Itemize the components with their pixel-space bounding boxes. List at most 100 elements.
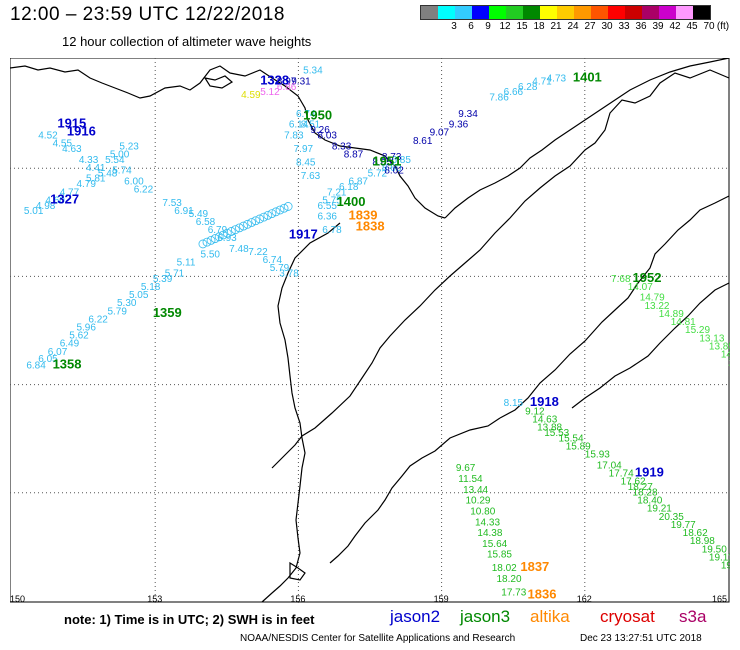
color-scale-legend: [420, 5, 711, 20]
wave-height-value: 6.36: [317, 212, 337, 223]
longitude-label: 159: [434, 594, 449, 603]
observation-marker: [230, 225, 240, 235]
wave-height-value: 18.02: [492, 563, 517, 574]
wave-height-value: 4.60: [45, 195, 65, 206]
wave-height-value: 14.38: [477, 528, 502, 539]
wave-height-value: 6.87: [349, 176, 369, 187]
observation-marker: [263, 210, 273, 220]
legend-tick-label: 36: [635, 21, 647, 32]
observation-marker: [206, 235, 216, 245]
map-frame: [10, 58, 730, 603]
wave-height-value: 5.49: [189, 209, 209, 220]
pass-time-label: 1837: [520, 559, 549, 574]
legend-tick-label: 12: [499, 21, 511, 32]
wave-height-value: 6.18: [339, 182, 359, 193]
legend-tick-label: 18: [533, 21, 545, 32]
wave-height-value: 13.22: [644, 301, 669, 312]
wave-height-value: 5.62: [69, 331, 89, 342]
wave-height-value: 5.18: [141, 282, 161, 293]
wave-height-value: 7.22: [248, 247, 268, 258]
legend-tick-label: 45: [686, 21, 698, 32]
wave-height-value: 5.30: [117, 298, 137, 309]
wave-height-value: 15.54: [559, 433, 584, 444]
wave-height-value: 8.15: [504, 398, 524, 409]
wave-height-value: 3.78: [279, 268, 299, 279]
wave-height-value: 7.63: [301, 171, 321, 182]
pass-time-label: 1915: [57, 116, 86, 131]
legend-tick-label: 15: [516, 21, 528, 32]
kamchatka-tip: [329, 417, 501, 564]
wave-height-value: 4.63: [62, 144, 82, 155]
wave-height-value: 9.31: [291, 76, 311, 87]
legend-swatch: [557, 6, 574, 19]
observation-marker: [226, 227, 236, 236]
wave-height-value: 8.73: [382, 152, 402, 163]
coastline: [10, 58, 730, 603]
wave-height-value: 4.41: [86, 163, 106, 174]
pass-time-label: 1400: [337, 194, 366, 209]
wave-height-value: 18.27: [628, 482, 653, 493]
wave-height-value: 5.81: [86, 174, 106, 185]
wave-height-value: 5.50: [201, 249, 221, 260]
wave-height-value: 18.98: [690, 536, 715, 547]
legend-swatch: [489, 6, 506, 19]
observation-marker: [251, 216, 261, 226]
observation-marker: [202, 237, 212, 247]
wave-height-value: 5.23: [119, 141, 139, 152]
wave-height-value: 4.71: [532, 76, 552, 87]
wave-height-value: 16.6: [728, 358, 730, 369]
island: [289, 561, 306, 581]
wave-height-value: 13.85: [709, 341, 730, 352]
legend-swatch: [438, 6, 455, 19]
observation-marker: [218, 230, 228, 240]
pass-time-label: 1359: [153, 305, 182, 320]
wave-height-value: 17.04: [597, 460, 622, 471]
wave-height-value: 5.79: [270, 263, 290, 274]
wave-height-value: 19.77: [671, 520, 696, 531]
wave-height-value: 6.00: [124, 176, 144, 187]
wave-height-value: 9.12: [525, 406, 545, 417]
wave-height-value: 4.77: [60, 187, 80, 198]
wave-height-value: 6.55: [317, 201, 337, 212]
observation-marker: [259, 212, 269, 222]
wave-height-value: 13.13: [699, 333, 724, 344]
wave-height-value: 6.85: [391, 155, 411, 166]
wave-height-value: 6.78: [322, 225, 342, 236]
wave-height-value: 8.60: [382, 163, 402, 174]
generated-timestamp: Dec 23 13:27:51 UTC 2018: [580, 633, 702, 644]
wave-height-value: 18.62: [683, 528, 708, 539]
wave-height-value: 8.03: [317, 130, 337, 141]
observation-marker: [275, 205, 285, 215]
wave-height-value: 7.97: [294, 144, 314, 155]
wave-height-value: 15.85: [487, 550, 512, 561]
pass-time-label: 1919: [635, 465, 664, 480]
legend-swatch: [472, 6, 489, 19]
legend-swatch: [506, 6, 523, 19]
pass-time-label: 1401: [573, 70, 602, 85]
wave-height-value: 5.75: [322, 195, 342, 206]
observation-marker: [267, 209, 277, 218]
wave-height-value: 15.53: [544, 428, 569, 439]
observation-marker: [214, 232, 224, 242]
legend-swatch: [574, 6, 591, 19]
satellite-legend-item: cryosat: [600, 607, 655, 626]
observation-marker: [198, 239, 208, 249]
observation-marker: [235, 223, 244, 233]
legend-swatch: [642, 6, 659, 19]
wave-height-value: 19.50: [702, 544, 727, 555]
observation-marker: [255, 214, 265, 224]
wave-height-value: 5.39: [153, 274, 173, 285]
wave-height-map: 150153156159162165605856545250 4.524.554…: [10, 58, 730, 603]
legend-swatch: [523, 6, 540, 19]
wave-height-value: 4.55: [53, 139, 73, 150]
wave-height-value: 15.64: [482, 539, 507, 550]
wave-height-value: 4.79: [76, 179, 96, 190]
wave-height-value: 14.33: [475, 517, 500, 528]
legend-swatch: [540, 6, 557, 19]
legend-swatch: [659, 6, 676, 19]
legend-swatch: [455, 6, 472, 19]
wave-height-value: 14.42: [721, 350, 730, 361]
wave-height-value: 6.79: [208, 225, 228, 236]
longitude-label: 162: [577, 594, 592, 603]
